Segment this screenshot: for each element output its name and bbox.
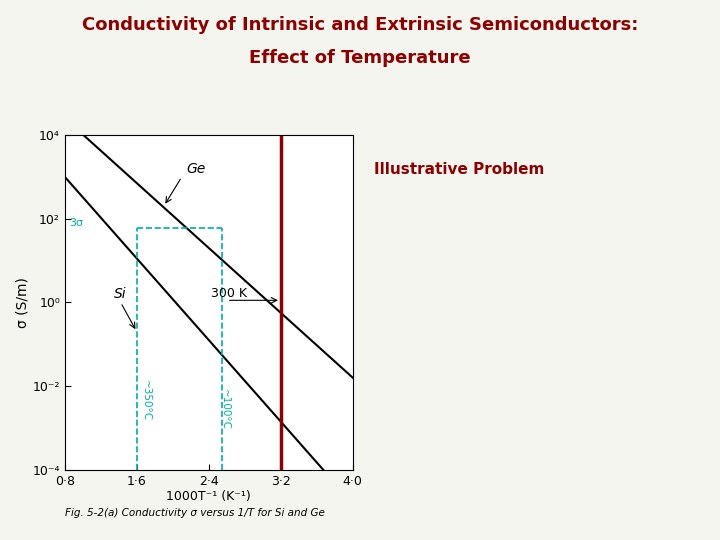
Text: Illustrative Problem: Illustrative Problem — [374, 162, 545, 177]
Text: 300 K: 300 K — [210, 287, 246, 300]
Text: Conductivity of Intrinsic and Extrinsic Semiconductors:: Conductivity of Intrinsic and Extrinsic … — [82, 16, 638, 34]
Y-axis label: σ (S/m): σ (S/m) — [16, 277, 30, 328]
Text: Ge: Ge — [186, 161, 205, 176]
Text: ~100°C: ~100°C — [220, 389, 230, 430]
Text: Effect of Temperature: Effect of Temperature — [249, 49, 471, 66]
Text: Fig. 5-2(a) Conductivity σ versus 1/T for Si and Ge: Fig. 5-2(a) Conductivity σ versus 1/T fo… — [65, 508, 325, 518]
Text: ~350°C: ~350°C — [141, 381, 151, 422]
Text: 3σ: 3σ — [69, 218, 84, 228]
X-axis label: 1000T⁻¹ (K⁻¹): 1000T⁻¹ (K⁻¹) — [166, 490, 251, 503]
Text: Si: Si — [114, 287, 127, 301]
